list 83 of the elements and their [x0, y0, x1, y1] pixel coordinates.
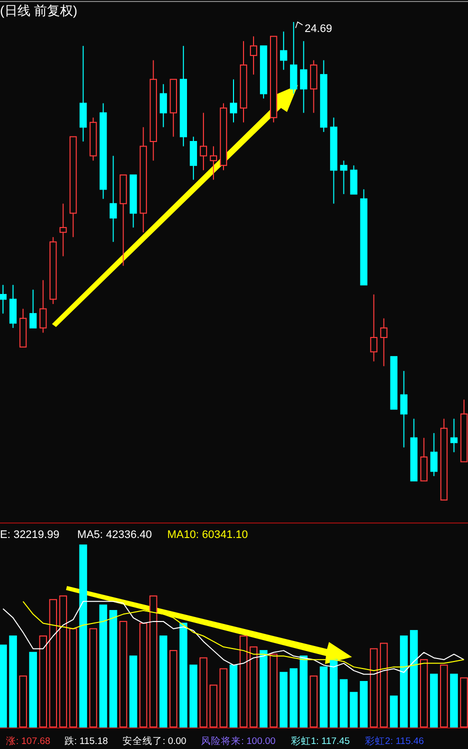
bar: [400, 636, 408, 728]
candlestick: [400, 370, 408, 448]
bar: [190, 664, 198, 728]
bar: [250, 646, 258, 728]
candlestick: [380, 318, 388, 367]
text: 风险将来: 100.00: [201, 735, 276, 747]
bar: [270, 654, 278, 728]
text: MA10: 60341.10: [167, 529, 248, 541]
bar: [79, 544, 88, 728]
text: E: 32219.99: [0, 529, 60, 541]
bar: [290, 668, 298, 728]
bar: [240, 636, 248, 728]
bar: [89, 628, 98, 728]
bar: [390, 696, 398, 728]
bar: [370, 648, 378, 728]
bar: [119, 620, 128, 728]
bar: [420, 659, 428, 728]
bar: [129, 656, 138, 728]
bar: [410, 630, 418, 728]
annotation: 24.69: [304, 23, 332, 35]
bar: [139, 622, 148, 728]
bar: [99, 604, 108, 728]
bar: [39, 636, 48, 728]
candlestick: [200, 112, 208, 171]
bar: [109, 610, 118, 728]
bar: [380, 642, 388, 728]
text: 跌: 115.18: [64, 735, 108, 747]
candlestick: [370, 294, 378, 362]
bar: [260, 650, 268, 728]
bar: [49, 599, 58, 728]
bar: [350, 692, 358, 728]
candlestick: [450, 418, 458, 453]
bar: [360, 681, 368, 728]
candlestick: [60, 203, 67, 257]
bar: [320, 666, 328, 728]
bar: [200, 657, 208, 728]
candlestick: [0, 284, 7, 314]
bar: [220, 668, 228, 728]
candlestick: [250, 36, 258, 76]
bar: [330, 659, 338, 728]
candlestick: [280, 31, 288, 70]
candlestick: [160, 84, 167, 128]
bar: [340, 679, 348, 728]
bar: [59, 595, 68, 728]
bar: [0, 644, 7, 728]
candlestick: [290, 22, 298, 94]
bar: [149, 595, 158, 728]
text: MA5: 42336.40: [77, 529, 152, 541]
candlestick: [29, 289, 37, 328]
candlestick: [310, 60, 318, 114]
text: 彩虹2: 115.46: [365, 735, 424, 747]
candlestick: [430, 432, 438, 477]
bar: [210, 684, 218, 728]
bar: [440, 664, 448, 728]
candlestick: [420, 437, 428, 482]
bar: [280, 672, 288, 728]
bar: [159, 636, 168, 728]
candlestick: [210, 146, 218, 180]
candlestick: [110, 155, 117, 242]
bar: [450, 674, 458, 728]
bar: [300, 656, 308, 728]
candlestick: [230, 78, 238, 123]
text: 涨: 107.68: [6, 735, 50, 747]
bar: [310, 676, 318, 728]
bar: [460, 677, 468, 728]
bar: [29, 652, 37, 728]
bar: [169, 650, 178, 728]
candlestick: [9, 284, 17, 328]
bar: [230, 664, 238, 728]
text: 安全线了: 0.00: [122, 735, 186, 747]
chart-title: (日线 前复权): [0, 3, 78, 18]
bar: [430, 674, 438, 728]
candlestick: [190, 136, 198, 180]
candlestick: [350, 164, 358, 195]
bar: [69, 628, 78, 728]
bar: [9, 636, 17, 728]
candlestick: [80, 45, 87, 142]
bar: [19, 676, 27, 728]
candlestick: [39, 280, 47, 334]
text: 彩虹1: 117.45: [290, 735, 350, 747]
candlestick: [340, 160, 348, 195]
candlestick: [300, 40, 308, 114]
bar: [179, 622, 188, 728]
